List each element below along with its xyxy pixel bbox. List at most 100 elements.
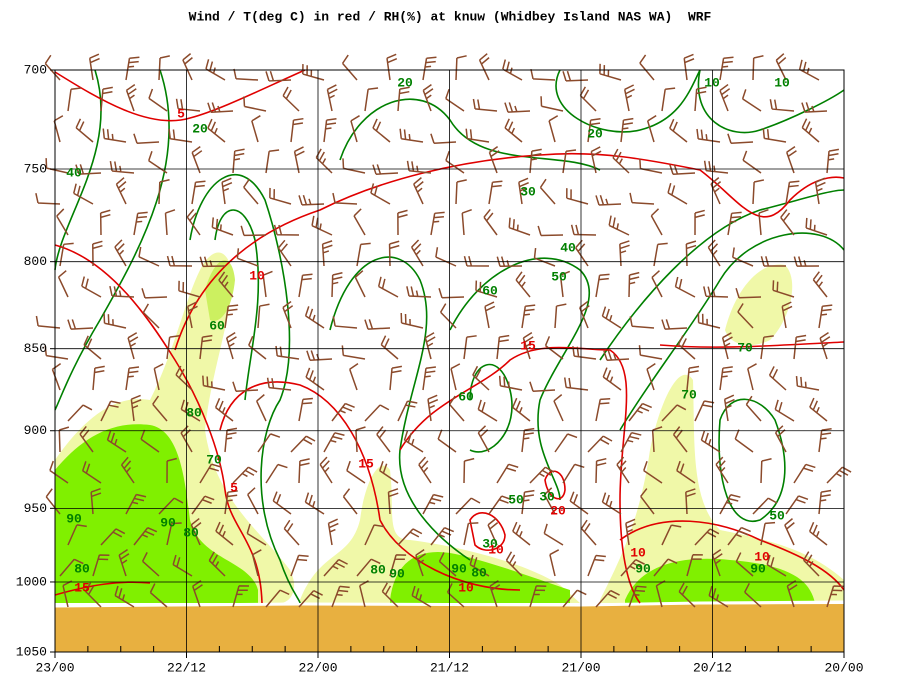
wind-barb	[166, 255, 193, 267]
wind-barb	[708, 585, 729, 608]
wind-barb	[439, 303, 457, 329]
wind-barb	[424, 332, 436, 360]
wind-barb	[73, 183, 94, 205]
wind-barb	[685, 240, 697, 267]
rh-contour-label: 60	[209, 318, 225, 333]
temp-contour-label: 10	[458, 580, 474, 595]
wind-barb	[544, 336, 564, 360]
wind-barb	[207, 118, 226, 143]
wind-barb	[719, 494, 741, 515]
wind-barb	[612, 148, 630, 174]
wind-barb	[236, 248, 259, 267]
wind-barb	[533, 247, 556, 267]
wind-barb	[141, 552, 160, 577]
wind-barb	[59, 242, 74, 267]
x-tick-label: 22/00	[298, 660, 337, 675]
wind-barb	[559, 270, 571, 298]
rh-contour-label: 40	[560, 240, 576, 255]
contours	[54, 69, 845, 604]
wind-barb	[540, 96, 564, 112]
wind-barb	[445, 150, 465, 174]
wind-barb	[601, 306, 622, 329]
wind-barb	[332, 316, 358, 329]
wind-barb	[109, 285, 135, 298]
wind-barb	[166, 457, 177, 484]
y-tick-label: 850	[24, 341, 47, 356]
wind-barb	[683, 53, 695, 81]
rh-contour-label: 50	[551, 269, 567, 284]
wind-barb	[269, 187, 292, 205]
rh-contour-label: 30	[482, 536, 498, 551]
wind-barb	[67, 87, 82, 112]
x-tick-label: 20/00	[824, 660, 863, 675]
wind-barb	[463, 335, 477, 360]
wind-barb	[667, 182, 688, 205]
rh-contour-label: 10	[774, 75, 790, 90]
wind-barb	[465, 128, 490, 143]
wind-barb	[826, 466, 852, 484]
wind-barb	[674, 276, 696, 298]
wind-barb	[562, 463, 585, 484]
wind-barb	[397, 86, 410, 112]
wind-barb	[380, 335, 399, 360]
temp-contour-label: 10	[488, 542, 504, 557]
wind-barb	[389, 554, 407, 577]
wind-barb	[207, 102, 234, 113]
wind-barb	[273, 224, 300, 236]
wind-barb	[386, 53, 398, 81]
wind-barb	[760, 256, 787, 267]
wind-barb	[472, 365, 490, 391]
wind-barb	[455, 497, 481, 515]
wind-barb	[81, 276, 102, 298]
y-tick-label: 1000	[16, 574, 47, 589]
wind-barb	[372, 118, 391, 143]
wind-barb	[710, 177, 722, 205]
wind-barb	[166, 335, 180, 360]
wind-barb	[400, 312, 424, 329]
wind-barb	[437, 429, 457, 453]
wind-barb	[332, 192, 358, 205]
wind-barb	[411, 585, 432, 608]
temp-contour-label: 20	[550, 503, 566, 518]
wind-barb	[819, 331, 831, 360]
wind-barb	[225, 332, 237, 360]
wind-barb	[272, 491, 292, 515]
wind-barb	[737, 303, 754, 329]
wind-barb	[257, 303, 270, 329]
wind-barb	[148, 151, 168, 174]
wind-barb	[387, 488, 399, 515]
rh-contour-label: 60	[458, 389, 474, 404]
wind-barb	[719, 366, 733, 391]
wind-barb	[496, 334, 510, 360]
wind-barb	[415, 548, 427, 577]
wind-barb	[694, 209, 705, 236]
wind-barb	[44, 54, 61, 81]
wind-barb	[397, 209, 408, 236]
wind-barb	[802, 551, 820, 577]
x-tick-label: 21/00	[561, 660, 600, 675]
wind-barb	[246, 523, 267, 546]
wind-barb	[282, 86, 300, 112]
y-tick-label: 800	[24, 254, 47, 269]
wind-barb	[215, 521, 234, 546]
wind-barb	[477, 399, 498, 422]
wind-barb	[232, 381, 259, 392]
wind-barb	[192, 579, 203, 608]
wind-barb	[370, 183, 391, 205]
wind-barb	[202, 375, 226, 391]
wind-barb	[243, 96, 267, 112]
wind-barb	[164, 209, 176, 236]
wind-barb	[694, 528, 720, 546]
wind-barb	[83, 335, 102, 360]
wind-barb	[608, 215, 630, 236]
wind-barb	[661, 319, 688, 330]
wind-barb	[354, 270, 366, 298]
wind-barb	[703, 160, 729, 174]
wind-barb	[115, 177, 127, 205]
wind-barb	[125, 493, 147, 515]
wind-barb	[518, 177, 529, 205]
wind-barb	[774, 399, 795, 422]
plot-frame	[54, 69, 845, 653]
wind-barb	[133, 211, 148, 236]
wind-barb	[521, 489, 535, 515]
